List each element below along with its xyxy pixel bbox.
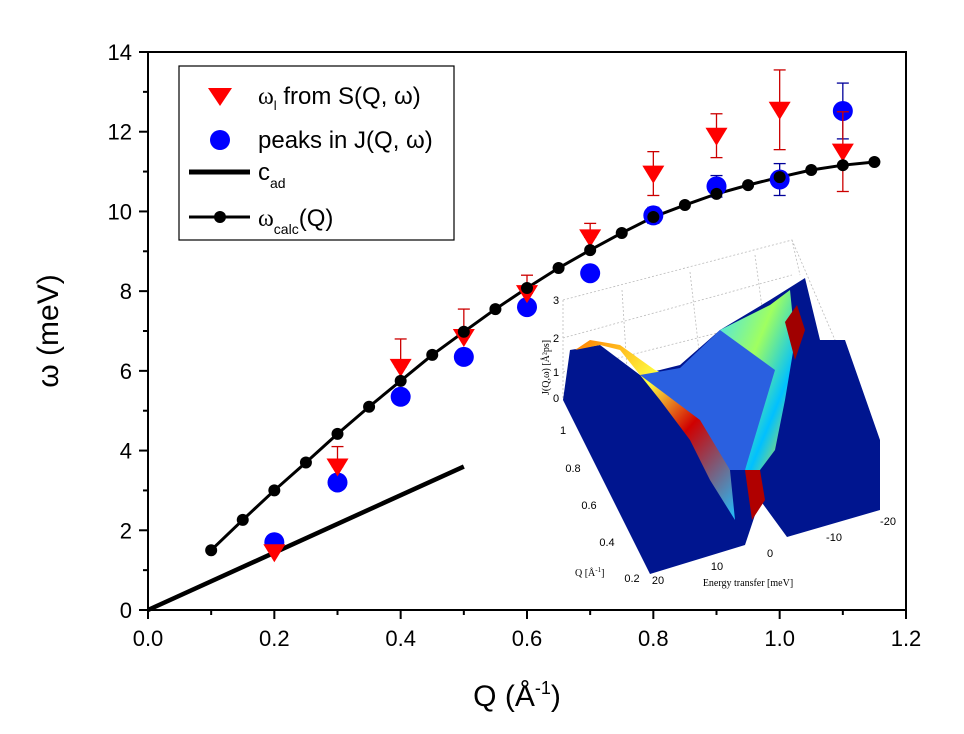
omega-calc-point xyxy=(836,159,849,172)
legend-marker-calc xyxy=(214,211,226,223)
legend-label-calc: ωcalc(Q) xyxy=(258,205,333,237)
x-tick-label: 1.2 xyxy=(891,626,922,651)
omega-calc-point xyxy=(489,303,502,316)
x-tick-label: 0.4 xyxy=(385,626,416,651)
omega-l-point xyxy=(326,458,349,477)
legend-label-omega-l: ωl from S(Q, ω) xyxy=(258,83,421,113)
inset-qlabel: Q [Å-1] xyxy=(575,566,604,579)
omega-calc-point xyxy=(268,484,281,497)
omega-calc-point xyxy=(331,427,344,440)
y-tick-label: 6 xyxy=(120,359,132,384)
inset-z-tick-label: 0 xyxy=(553,393,559,405)
omega-calc-point xyxy=(236,513,249,526)
omega-calc-point xyxy=(710,187,723,200)
y-tick-label: 0 xyxy=(120,598,132,623)
omega-l-point xyxy=(831,143,854,162)
surface-valley xyxy=(640,320,780,470)
peaks-point xyxy=(517,297,537,318)
inset-q-tick-label: 0.8 xyxy=(565,463,580,475)
inset-q-tick-label: 0.2 xyxy=(624,573,639,585)
legend-label-cad: cad xyxy=(258,159,286,191)
inset-e-tick-label: -10 xyxy=(826,532,842,544)
y-tick-label: 4 xyxy=(120,439,132,464)
surface-ridge-right xyxy=(720,290,795,470)
legend: ωl from S(Q, ω) peaks in J(Q, ω) cad ωca… xyxy=(178,65,455,241)
x-tick-label: 0.2 xyxy=(259,626,290,651)
peaks-point xyxy=(390,386,411,407)
omega-calc-point xyxy=(678,199,691,212)
inset-z-tick-label: 2 xyxy=(553,333,559,345)
inset-zlabel: J(Q,ω) [Å²ps] xyxy=(540,340,552,395)
peaks-point xyxy=(327,472,348,493)
omega-calc-point xyxy=(647,211,660,224)
omega-calc-point xyxy=(615,226,628,239)
inset-e-tick-label: 20 xyxy=(652,575,664,587)
inset-e-tick-label: -20 xyxy=(880,516,896,528)
omega-l-point xyxy=(263,544,286,563)
peaks-point xyxy=(832,100,853,121)
inset-z-tick-label: 1 xyxy=(553,367,559,379)
omega-l-point xyxy=(768,101,791,120)
omega-calc-point xyxy=(868,156,881,169)
inset-q-tick-label: 0.6 xyxy=(581,500,596,512)
omega-calc-point xyxy=(457,325,470,338)
peaks-point xyxy=(453,346,474,367)
omega-calc-point xyxy=(394,374,407,387)
omega-calc-point xyxy=(552,262,565,275)
inset-grid xyxy=(562,239,879,441)
y-tick-label: 10 xyxy=(108,199,132,224)
inset-q-tick-label: 1 xyxy=(560,425,566,437)
omega-l-point xyxy=(705,127,728,146)
data-marks xyxy=(147,69,881,613)
x-tick-label: 0.6 xyxy=(512,626,543,651)
inset-q-tick-label: 0.4 xyxy=(599,537,614,549)
y-tick-label: 14 xyxy=(108,40,132,65)
legend-label-peaks: peaks in J(Q, ω) xyxy=(258,127,433,154)
x-tick-label: 0.8 xyxy=(638,626,669,651)
y-tick-label: 2 xyxy=(120,518,132,543)
c-ad-line xyxy=(147,464,465,613)
omega-calc-point xyxy=(426,348,439,361)
y-tick-label: 12 xyxy=(108,120,132,145)
x-axis-label: Q (Å-1) xyxy=(473,678,561,713)
omega-calc-point xyxy=(805,163,818,176)
omega-calc-point xyxy=(299,456,312,469)
y-tick-label: 8 xyxy=(120,279,132,304)
omega-calc-point xyxy=(363,400,376,413)
omega-calc-line xyxy=(210,160,875,552)
inset-e-tick-label: 0 xyxy=(767,548,773,560)
omega-calc-point xyxy=(742,179,755,192)
peaks-point xyxy=(580,263,601,284)
omega-calc-point xyxy=(584,244,597,257)
legend-marker-circle xyxy=(210,130,230,150)
surface-peak-red2 xyxy=(745,470,765,520)
omega-l-point xyxy=(389,358,412,377)
omega-l-point xyxy=(579,229,602,248)
x-tick-label: 0.0 xyxy=(133,626,164,651)
legend-marker-triangle xyxy=(208,88,232,106)
omega-calc-point xyxy=(205,544,218,557)
inset-e-tick-label: 10 xyxy=(711,561,723,573)
inset-elabel: Energy transfer [meV] xyxy=(703,578,793,589)
omega-calc-point xyxy=(773,171,786,184)
x-tick-label: 1.0 xyxy=(764,626,795,651)
omega-l-point xyxy=(642,165,665,184)
omega-calc-point xyxy=(521,281,533,294)
y-axis-label: ω (meV) xyxy=(32,274,65,387)
inset-z-tick-label: 3 xyxy=(553,295,559,307)
surface-peak-red xyxy=(785,305,805,360)
